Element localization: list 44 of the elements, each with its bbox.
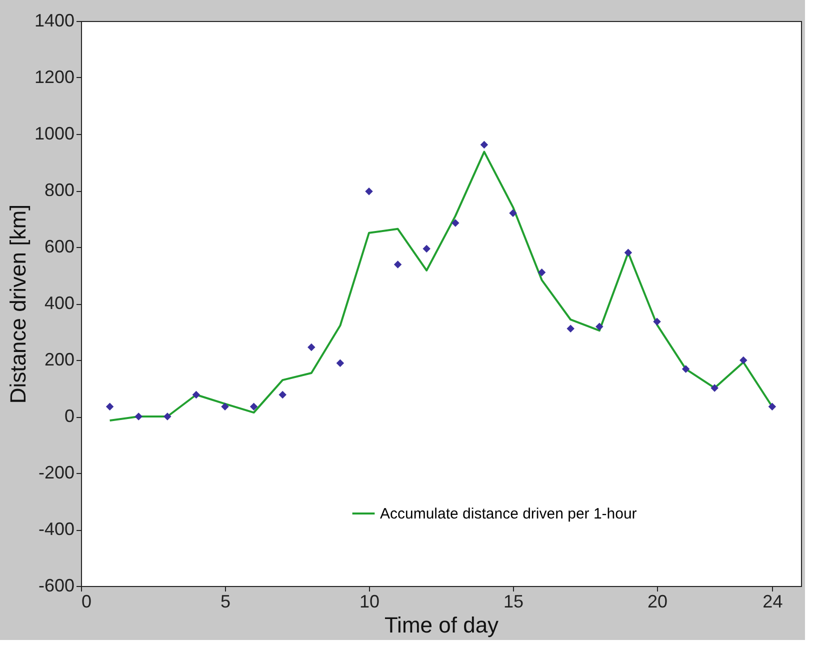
y-axis-title: Distance driven [km] bbox=[5, 204, 30, 404]
x-tick-label: 20 bbox=[647, 592, 668, 612]
y-tick-label: 0 bbox=[64, 406, 74, 426]
point bbox=[394, 260, 402, 268]
y-tick-label: 1000 bbox=[34, 124, 74, 144]
point bbox=[538, 268, 546, 276]
point bbox=[164, 412, 172, 420]
point bbox=[509, 209, 517, 217]
y-tick-label: 1400 bbox=[34, 10, 74, 30]
point bbox=[308, 343, 316, 352]
y-tick-label: 1200 bbox=[34, 67, 74, 87]
y-tick-label: 400 bbox=[44, 293, 74, 313]
y-tick-label: -200 bbox=[38, 462, 74, 482]
point bbox=[768, 402, 776, 410]
x-tick-label: 24 bbox=[762, 592, 783, 612]
point bbox=[422, 244, 430, 253]
point bbox=[278, 390, 286, 399]
point bbox=[336, 359, 344, 367]
y-tick-label: -600 bbox=[38, 576, 74, 596]
point bbox=[134, 412, 142, 420]
point bbox=[596, 322, 604, 331]
point bbox=[740, 356, 748, 364]
point bbox=[566, 324, 574, 333]
x-tick-label: 15 bbox=[503, 592, 524, 612]
x-tick-label: 5 bbox=[220, 592, 231, 612]
point bbox=[452, 219, 460, 227]
x-tick-label: 0 bbox=[82, 592, 92, 612]
y-tick-label: 200 bbox=[44, 350, 74, 370]
x-tick-label: 10 bbox=[359, 592, 380, 612]
point bbox=[480, 140, 488, 149]
point bbox=[653, 318, 661, 326]
point bbox=[365, 187, 373, 196]
legend-label: Accumulate distance driven per 1-hour bbox=[380, 506, 637, 522]
y-tick-label: -400 bbox=[38, 519, 74, 539]
point bbox=[250, 402, 258, 410]
y-tick-label: 800 bbox=[44, 180, 74, 200]
y-tick-label: 600 bbox=[44, 236, 74, 256]
point bbox=[192, 390, 200, 399]
point bbox=[624, 248, 632, 257]
x-axis-title: Time of day bbox=[384, 612, 499, 638]
point bbox=[682, 365, 690, 373]
point bbox=[106, 402, 114, 410]
point bbox=[221, 402, 229, 410]
point bbox=[710, 384, 718, 392]
